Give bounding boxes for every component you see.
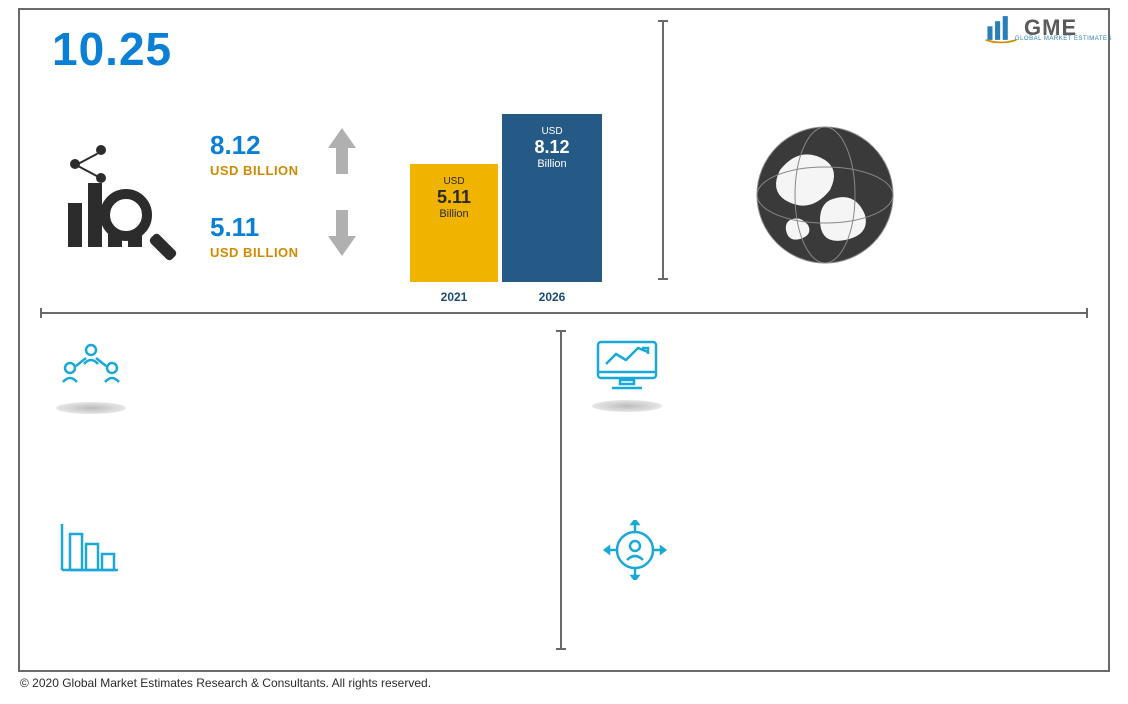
bar-value: 5.11 [410,187,498,208]
chart-label-2026: 2026 [502,290,602,304]
bar-unit: Billion [410,208,498,220]
horizontal-divider [40,312,1088,314]
headline-value: 10.25 [52,22,172,76]
stat-low-value: 5.11 [210,212,299,243]
stat-low: 5.11 USD BILLION [210,212,299,260]
copyright-text: © 2020 Global Market Estimates Research … [20,676,431,690]
stat-low-unit: USD BILLION [210,245,299,260]
target-person-icon [600,520,670,580]
people-network-icon [56,340,126,400]
chart-label-2021: 2021 [410,290,498,304]
logo-subtitle: GLOBAL MARKET ESTIMATES [1015,36,1112,42]
monitor-trend-icon [592,338,662,398]
bar-currency: USD [410,176,498,187]
stat-high: 8.12 USD BILLION [210,130,299,178]
chart-bar-2026: USD8.12Billion [502,114,602,282]
globe-icon [750,120,900,270]
bar-value: 8.12 [502,137,602,158]
stat-high-unit: USD BILLION [210,163,299,178]
chart-bar-2021: USD5.11Billion [410,164,498,282]
bar-chart-icon [54,520,124,580]
market-bar-chart: USD5.11Billion2021USD8.12Billion2026 [400,110,630,300]
upper-vertical-divider [662,20,664,280]
lower-vertical-divider [560,330,562,650]
bar-unit: Billion [502,158,602,170]
arrow-down-icon [328,236,356,256]
logo-mark-icon [984,11,1018,45]
bar-currency: USD [502,126,602,137]
stat-high-value: 8.12 [210,130,299,161]
outer-frame [18,8,1110,672]
analytics-search-icon [60,145,180,265]
arrow-up-icon [328,128,356,148]
gme-logo: GME GLOBAL MARKET ESTIMATES [984,6,1114,50]
